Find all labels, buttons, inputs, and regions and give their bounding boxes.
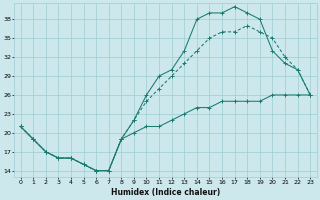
X-axis label: Humidex (Indice chaleur): Humidex (Indice chaleur) [111,188,220,197]
